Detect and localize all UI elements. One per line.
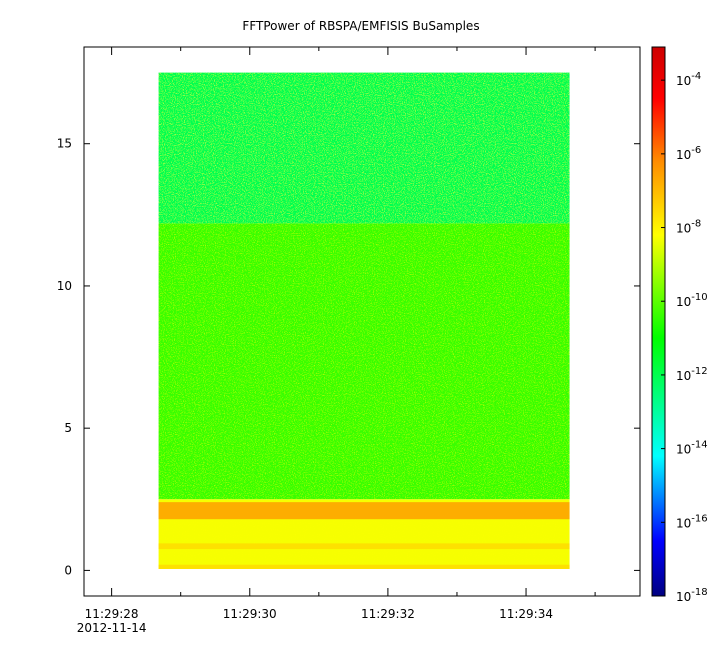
y-axis: 0 5 10 15 xyxy=(57,137,640,577)
y-tick-label: 5 xyxy=(64,421,72,435)
colorbar xyxy=(651,46,666,597)
colorbar-tick-label: 10-10 xyxy=(676,292,708,309)
emission-band xyxy=(158,543,570,550)
colorbar-tick-label: 10-8 xyxy=(676,219,701,236)
colorbar-axis: 10-4 10-6 10-8 10-10 10-12 10-14 10-16 10-18 xyxy=(661,71,708,604)
heatmap-features xyxy=(158,502,570,569)
x-tick-label: 11:29:30 xyxy=(223,607,277,621)
y-tick-label: 10 xyxy=(57,279,72,293)
colorbar-tick-label: 10-14 xyxy=(676,440,708,457)
y-tick-label: 0 xyxy=(64,563,72,577)
emission-band xyxy=(158,502,570,520)
heatmap-image xyxy=(158,72,570,569)
x-tick-label: 11:29:28 xyxy=(85,607,139,621)
colorbar-tick-label: 10-18 xyxy=(676,587,708,604)
emission-band xyxy=(158,564,570,569)
x-tick-date-label: 2012-11-14 xyxy=(77,621,147,635)
colorbar-tick-label: 10-16 xyxy=(676,513,708,530)
x-tick-label: 11:29:32 xyxy=(361,607,415,621)
heatmap-region-upper-band xyxy=(158,72,570,224)
colorbar-tick-label: 10-12 xyxy=(676,366,708,383)
x-tick-label: 11:29:34 xyxy=(499,607,553,621)
y-tick-label: 15 xyxy=(57,137,72,151)
heatmap-region-mid-band xyxy=(158,223,570,500)
colorbar-tick-label: 10-4 xyxy=(676,71,701,88)
chart-title: FFTPower of RBSPA/EMFISIS BuSamples xyxy=(242,19,479,33)
colorbar-tick-label: 10-6 xyxy=(676,145,701,162)
